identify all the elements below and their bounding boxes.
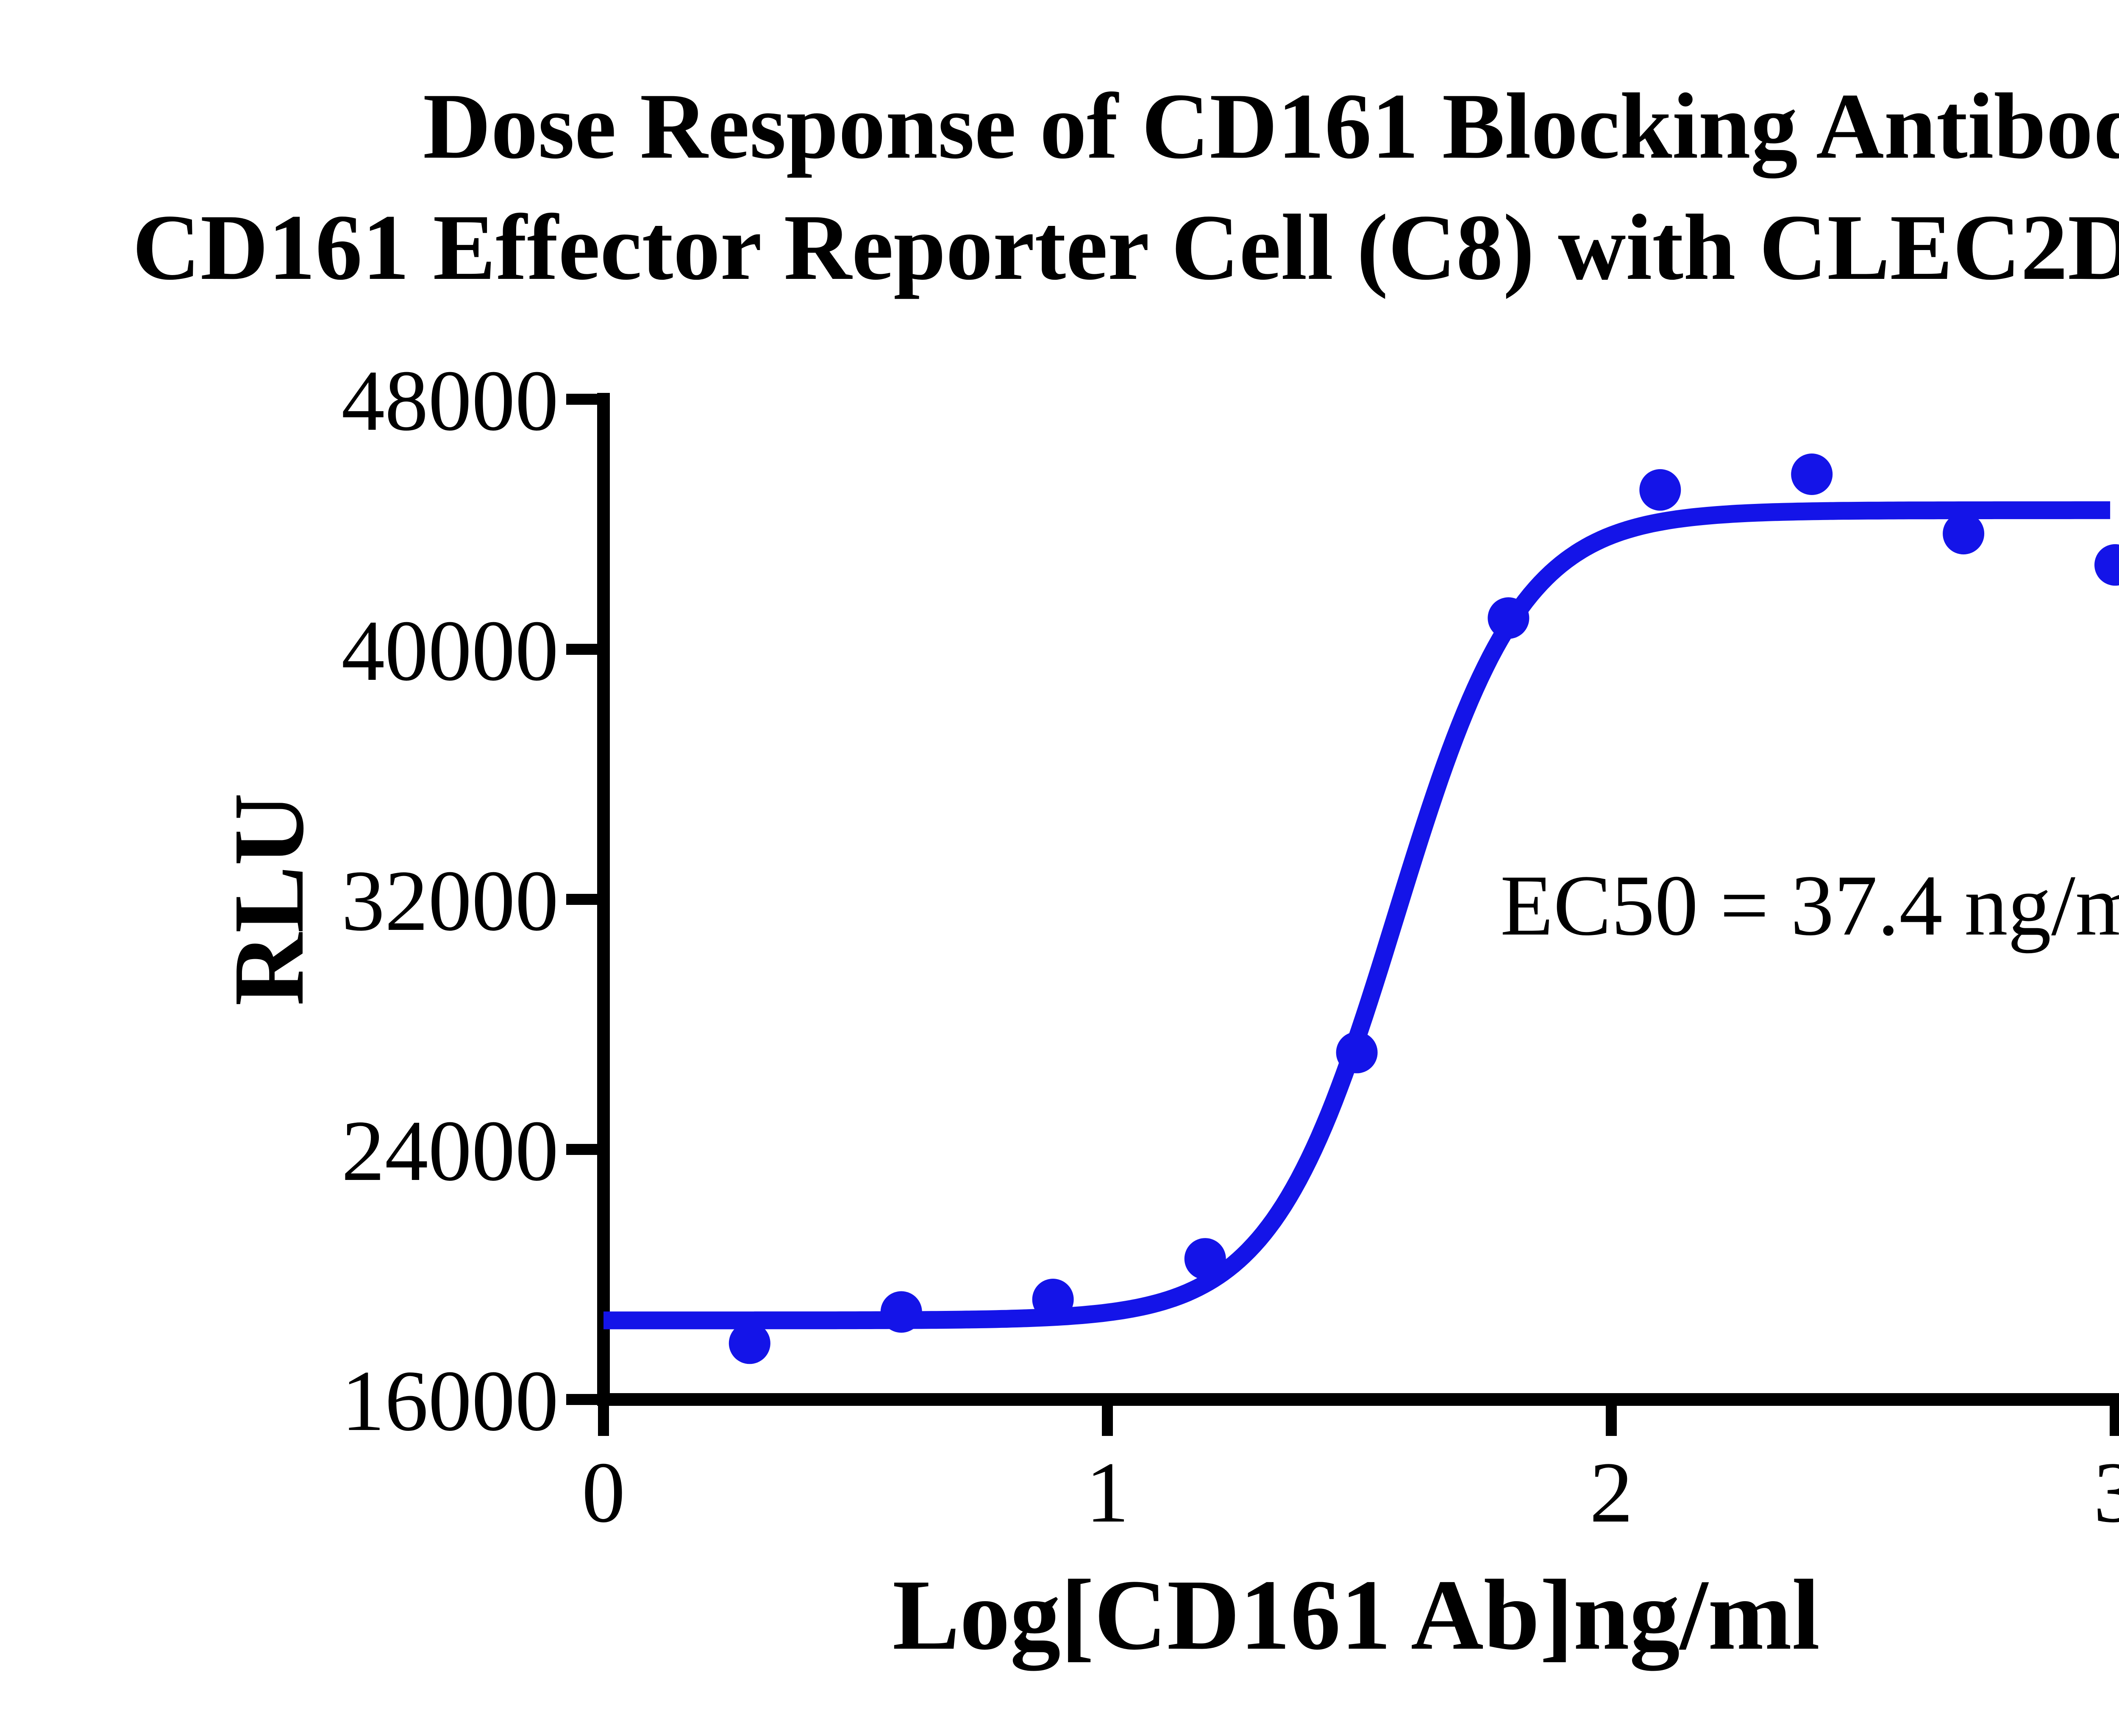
data-point xyxy=(1639,469,1681,511)
axes xyxy=(566,393,2119,1436)
y-tick-label: 48000 xyxy=(342,353,559,449)
data-point xyxy=(2094,544,2119,586)
y-axis-tick-labels: 16000 24000 32000 40000 48000 xyxy=(342,353,559,1449)
data-point xyxy=(880,1291,922,1333)
x-tick-label: 0 xyxy=(582,1444,626,1541)
data-points xyxy=(729,453,2119,1364)
y-tick-label: 40000 xyxy=(342,603,559,699)
x-axis-tick-labels: 0 1 2 3 xyxy=(582,1444,2119,1541)
x-axis-label: Log[CD161 Ab]ng/ml xyxy=(893,1559,1820,1671)
y-tick-label: 24000 xyxy=(342,1103,559,1199)
data-point xyxy=(729,1322,770,1364)
y-tick-label: 32000 xyxy=(342,853,559,949)
ec50-annotation: EC50 = 37.4 ng/ml xyxy=(1500,857,2119,954)
data-point xyxy=(1032,1279,1074,1320)
x-tick-label: 2 xyxy=(1590,1444,1633,1541)
data-point xyxy=(1943,513,1985,555)
y-tick-label: 16000 xyxy=(342,1353,559,1449)
data-point xyxy=(1184,1238,1226,1280)
x-tick-label: 1 xyxy=(1086,1444,1129,1541)
data-point xyxy=(1488,597,1529,639)
chart-title-line1: Dose Response of CD161 Blocking Antibody… xyxy=(423,74,2119,178)
y-axis-label: RLU xyxy=(213,793,325,1006)
data-point xyxy=(1791,453,1833,495)
data-point xyxy=(1336,1032,1378,1074)
x-tick-label: 3 xyxy=(2094,1444,2119,1541)
chart-title-line2: CD161 Effector Reporter Cell (C8) with C… xyxy=(132,195,2119,300)
